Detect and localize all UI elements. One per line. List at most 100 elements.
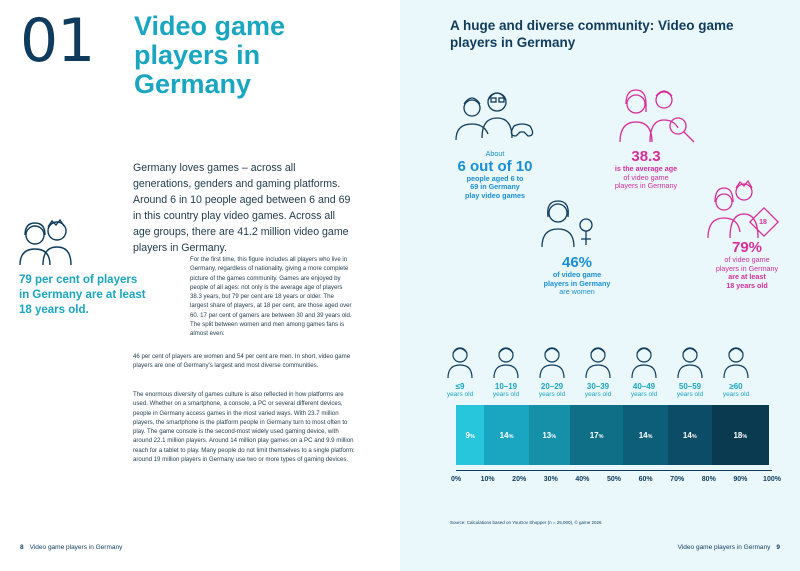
footer-left: 8 Video game players in Germany (20, 544, 122, 551)
page-number-left: 8 (20, 544, 24, 551)
stat-players-share: About 6 out of 10 people aged 6 to 69 in… (440, 149, 550, 200)
percentage-axis (456, 470, 772, 480)
age-group-label: ≥60 years old (716, 382, 756, 399)
bar-segment: 14% (667, 405, 712, 465)
source-note: Source: Calculations based on YouGov Sho… (450, 520, 602, 525)
bar-segment-label: 14% (682, 430, 697, 440)
bar-segment: 13% (528, 405, 570, 465)
age-group-person-icon (723, 347, 749, 379)
stat-average-age-line3: of video game (623, 172, 669, 182)
chapter-number: 01 (20, 6, 95, 76)
axis-tick-label: 50% (606, 476, 622, 483)
stat-women-value: 46% (561, 254, 593, 271)
axis-tick-label: 10% (480, 476, 495, 483)
age-group-person-icon (493, 347, 519, 379)
players-icon (15, 215, 77, 272)
stat-average-age: 38.3 is the average age of video game pl… (586, 149, 706, 191)
axis-tick-label: 70% (670, 476, 685, 483)
bar-segment-label: 9% (465, 430, 475, 440)
stat-women-line2: of video game (552, 270, 602, 279)
footer-left-text: Video game players in Germany (29, 544, 123, 551)
body-paragraph-2: 46 per cent of players are women and 54 … (133, 353, 351, 370)
age-group-person-icon (631, 347, 657, 379)
body-paragraph-1: For the first time, this figure includes… (190, 256, 352, 338)
age-group-unit: years old (676, 391, 704, 398)
age-group-unit: years old (722, 391, 750, 398)
page-number-right: 9 (776, 544, 780, 551)
players-gamepad-icon (455, 92, 534, 141)
age-group-label: 40–49 years old (624, 382, 664, 399)
axis-tick-label: 0% (450, 476, 462, 483)
age-group-range: 10–19 (494, 382, 518, 391)
bar-segment: 14% (484, 405, 529, 465)
stat-players-line4: 69 in Germany (470, 182, 520, 192)
stat-players-about: About (485, 149, 505, 158)
axis-tick-label: 30% (543, 476, 558, 483)
age-group-label: 20–29 years old (532, 382, 572, 399)
age-group-unit: years old (584, 391, 612, 398)
intro-paragraph: Germany loves games – across all generat… (133, 162, 351, 254)
stat-players-line5: play video games (465, 190, 525, 200)
stat-adults-share: 79% of video game players in Germany are… (702, 240, 792, 290)
stat-adults-line3: players in Germany (715, 263, 779, 273)
bar-segment: 9% (456, 405, 485, 465)
stat-adults-value: 79% (731, 239, 763, 256)
bar-segment: 17% (569, 405, 624, 465)
stat-women-share: 46% of video game players in Germany are… (522, 255, 632, 297)
bar-segment-label: 17% (589, 430, 604, 440)
age-group-range: ≤9 (455, 382, 465, 391)
age-group-unit: years old (446, 391, 474, 398)
footer-right-text: Video game players in Germany (677, 544, 771, 551)
stat-average-age-value: 38.3 (631, 148, 661, 165)
bar-segment-label: 18% (733, 430, 748, 440)
right-page: A huge and diverse community: Video game… (400, 0, 800, 571)
bar-segment-label: 13% (542, 430, 557, 440)
age-group-range: ≥60 (729, 382, 743, 391)
magnifier-players-icon (619, 89, 695, 143)
axis-tick-label: 20% (512, 476, 527, 483)
stat-average-age-line4: players in Germany (614, 181, 678, 191)
age-group-unit: years old (630, 391, 658, 398)
age-18-badge: 18 (759, 219, 767, 226)
footer-right: Video game players in Germany 9 (678, 544, 780, 551)
adults-18-icon (707, 179, 780, 239)
stat-adults-line2: of video game (724, 255, 770, 264)
axis-tick-label: 60% (638, 476, 653, 483)
woman-symbol-icon (541, 200, 593, 248)
callout-text: 79 per cent of players in Germany are at… (19, 274, 146, 316)
stat-women-line4: are women (559, 287, 595, 297)
bar-segment-label: 14% (499, 430, 514, 440)
age-group-label: 10–19 years old (486, 382, 526, 399)
age-group-range: 40–49 (632, 382, 656, 391)
age-group-range: 30–39 (586, 382, 610, 391)
infographic-title: A huge and diverse community: Video game… (450, 18, 734, 50)
stat-adults-line4: are at least (728, 272, 766, 282)
age-group-label: 50–59 years old (670, 382, 710, 399)
bar-segment: 18% (711, 405, 769, 465)
age-group-person-icon (677, 347, 703, 379)
axis-tick-label: 40% (575, 476, 590, 483)
left-page: 01 Video game players in Germany Germany… (15, 6, 355, 551)
body-paragraph-3: The enormous diversity of games culture … (133, 391, 355, 464)
stat-women-line3: players in Germany (543, 278, 611, 288)
axis-tick-label: 100% (763, 476, 781, 483)
age-group-person-icon (447, 347, 473, 379)
age-group-range: 50–59 (678, 382, 702, 391)
age-group-label: 30–39 years old (578, 382, 618, 399)
axis-tick-label: 80% (701, 476, 716, 483)
axis-tick-label: 90% (733, 476, 748, 483)
chapter-title: Video game players in Germany (134, 11, 286, 99)
age-group-label: ≤9 years old (440, 382, 480, 399)
bar-segment-label: 14% (638, 430, 653, 440)
age-distribution-bar: 9% 14% 13% 17% 14% 14% 18% (456, 405, 772, 465)
age-group-unit: years old (538, 391, 566, 398)
stat-players-line3: people aged 6 to (466, 173, 524, 183)
age-group-range: 20–29 (540, 382, 564, 391)
stat-average-age-line2: is the average age (614, 164, 678, 173)
stat-adults-line5: 18 years old (726, 280, 768, 290)
stat-players-ratio: 6 out of 10 (457, 157, 533, 175)
age-group-person-icon (585, 347, 611, 379)
bar-segment: 14% (623, 405, 668, 465)
age-group-unit: years old (492, 391, 520, 398)
age-group-person-icon (539, 347, 565, 379)
